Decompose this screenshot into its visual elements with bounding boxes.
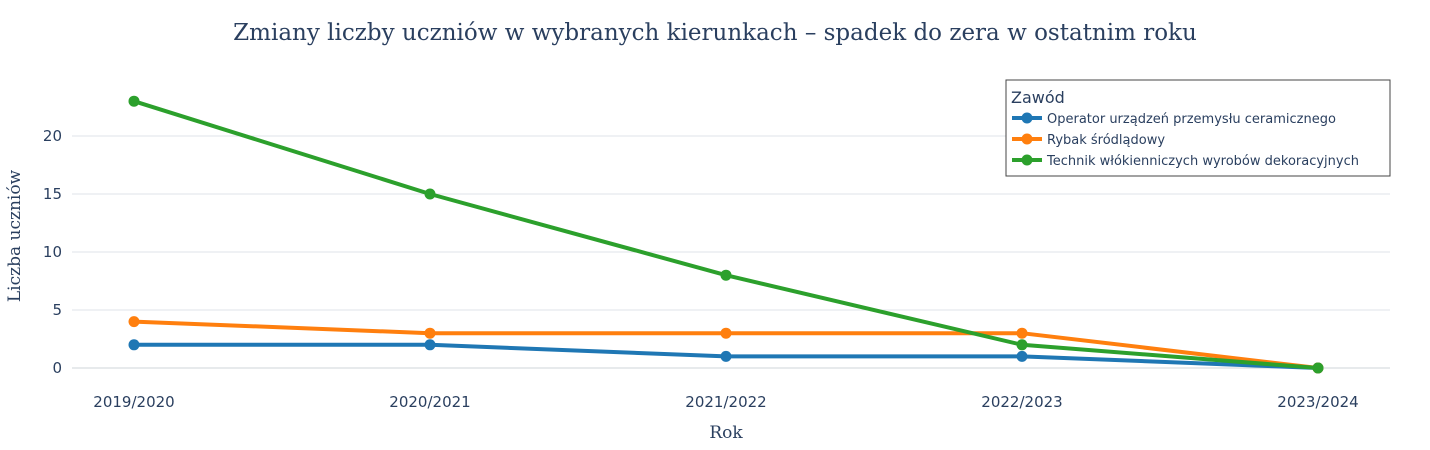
data-point-2-1 xyxy=(424,188,436,200)
legend-label-2: Technik włókienniczych wyrobów dekoracyj… xyxy=(1046,154,1359,169)
data-point-1-3 xyxy=(1016,327,1028,339)
y-axis-title: Liczba uczniów xyxy=(5,169,25,302)
legend-items: Operator urządzeń przemysłu ceramicznego… xyxy=(1012,112,1359,169)
y-axis-ticks: 0 5 10 15 20 xyxy=(43,127,62,377)
data-point-0-3 xyxy=(1016,350,1028,362)
y-tick-label-10: 10 xyxy=(43,243,62,261)
data-point-2-4 xyxy=(1312,362,1324,374)
legend-label-1: Rybak śródlądowy xyxy=(1047,133,1165,148)
legend-swatch-marker-0 xyxy=(1021,112,1033,124)
chart-title: Zmiany liczby uczniów w wybranych kierun… xyxy=(233,20,1197,46)
x-tick-label-2: 2021/2022 xyxy=(685,393,766,411)
data-point-0-1 xyxy=(424,339,436,351)
legend-swatch-marker-1 xyxy=(1021,133,1033,145)
legend-item-2[interactable]: Technik włókienniczych wyrobów dekoracyj… xyxy=(1012,154,1359,169)
y-tick-label-20: 20 xyxy=(43,127,62,145)
x-axis-title: Rok xyxy=(709,423,743,443)
legend: Zawód Operator urządzeń przemysłu cerami… xyxy=(1005,79,1391,177)
data-point-0-2 xyxy=(720,350,732,362)
data-point-2-3 xyxy=(1016,339,1028,351)
series-2 xyxy=(128,95,1324,374)
y-tick-label-5: 5 xyxy=(52,301,62,319)
x-tick-label-0: 2019/2020 xyxy=(93,393,174,411)
legend-item-0[interactable]: Operator urządzeń przemysłu ceramicznego xyxy=(1012,112,1336,127)
legend-box xyxy=(1005,79,1391,177)
data-point-1-1 xyxy=(424,327,436,339)
legend-label-0: Operator urządzeń przemysłu ceramicznego xyxy=(1047,112,1336,127)
data-point-1-2 xyxy=(720,327,732,339)
legend-swatch-marker-2 xyxy=(1021,154,1033,166)
grid-layer xyxy=(72,135,1390,369)
legend-title: Zawód xyxy=(1011,88,1065,107)
x-axis-ticks: 2019/2020 2020/2021 2021/2022 2022/2023 2023… xyxy=(93,393,1358,411)
y-tick-label-0: 0 xyxy=(52,359,62,377)
data-point-2-0 xyxy=(128,95,140,107)
y-tick-label-15: 15 xyxy=(43,185,62,203)
data-point-2-2 xyxy=(720,269,732,281)
legend-item-1[interactable]: Rybak śródlądowy xyxy=(1012,133,1165,148)
data-point-1-0 xyxy=(128,316,140,328)
x-tick-label-4: 2023/2024 xyxy=(1277,393,1358,411)
x-tick-label-3: 2022/2023 xyxy=(981,393,1062,411)
data-point-0-0 xyxy=(128,339,140,351)
x-tick-label-1: 2020/2021 xyxy=(389,393,470,411)
series-layer xyxy=(128,95,1324,374)
